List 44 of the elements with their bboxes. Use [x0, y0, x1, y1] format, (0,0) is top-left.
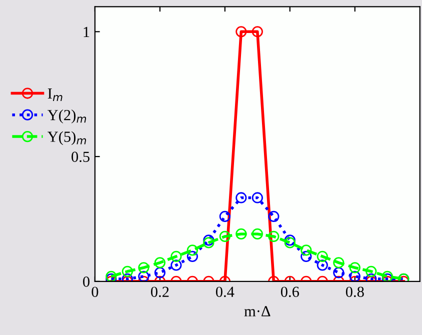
y-tick-label: 1: [84, 26, 90, 37]
y-tick-label: 0: [83, 276, 90, 287]
point: [122, 266, 133, 277]
point: [203, 237, 214, 248]
point: [154, 267, 166, 278]
point: [219, 230, 230, 242]
x-tick-label: 0: [92, 286, 98, 298]
x-tick-label: 0.6: [280, 286, 300, 298]
point: [316, 250, 328, 262]
point: [349, 270, 360, 282]
point: [333, 267, 344, 278]
legend-label: I$_{m}$: [48, 88, 62, 102]
point: [186, 250, 198, 262]
point: [300, 250, 312, 262]
point: [170, 260, 182, 271]
point: [366, 266, 377, 277]
point: [236, 228, 247, 240]
point: [316, 260, 328, 271]
point: [349, 262, 360, 274]
point: [284, 234, 296, 246]
legend-label: Υ(5)$_{m}$: [48, 131, 86, 146]
point: [333, 257, 344, 268]
point: [138, 262, 150, 274]
point: [300, 244, 312, 256]
point: [138, 270, 150, 282]
x-axis-title: m·Δ: [244, 306, 270, 316]
point: [252, 228, 263, 240]
point: [236, 26, 247, 38]
x-tick-label: 0.4: [216, 286, 234, 298]
point: [154, 257, 166, 268]
point: [219, 210, 230, 222]
point: [252, 26, 263, 38]
point: [203, 234, 214, 246]
y-tick-label: 0.5: [72, 152, 90, 162]
point: [170, 250, 182, 262]
point: [236, 192, 247, 204]
point: [186, 244, 198, 256]
point: [252, 192, 263, 204]
x-tick-label: 0.2: [150, 286, 169, 298]
x-tick-label: 0.8: [346, 286, 364, 298]
point: [284, 237, 296, 248]
legend-label: Υ(2)$_{m}$: [48, 110, 86, 124]
point: [268, 210, 280, 222]
point: [268, 230, 280, 242]
